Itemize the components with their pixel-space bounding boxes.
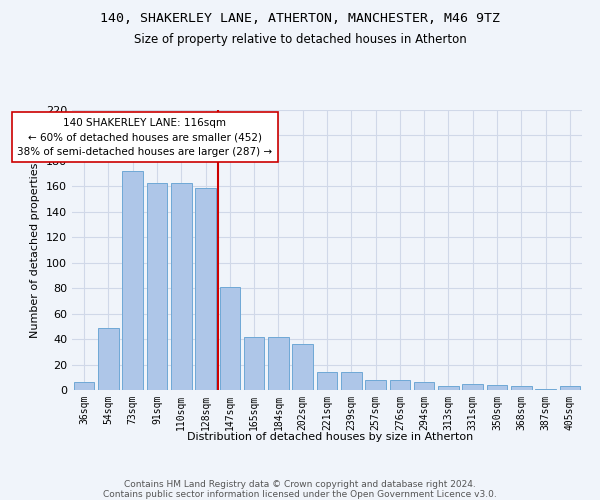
Bar (414, 382, 434, 390)
Bar (341, 372, 362, 390)
Bar (74, 382, 94, 390)
Bar (389, 380, 410, 390)
Bar (535, 388, 556, 390)
Bar (268, 336, 289, 390)
Bar (195, 188, 216, 390)
Bar (365, 380, 386, 390)
Bar (244, 336, 265, 390)
Bar (487, 385, 508, 390)
Text: Contains HM Land Registry data © Crown copyright and database right 2024.
Contai: Contains HM Land Registry data © Crown c… (103, 480, 497, 500)
Bar (317, 372, 337, 390)
Y-axis label: Number of detached properties: Number of detached properties (31, 162, 40, 338)
Bar (171, 182, 191, 390)
Bar (146, 182, 167, 390)
Text: Distribution of detached houses by size in Atherton: Distribution of detached houses by size … (187, 432, 473, 442)
Text: Size of property relative to detached houses in Atherton: Size of property relative to detached ho… (134, 32, 466, 46)
Bar (122, 171, 143, 390)
Bar (220, 287, 240, 390)
Text: 140, SHAKERLEY LANE, ATHERTON, MANCHESTER, M46 9TZ: 140, SHAKERLEY LANE, ATHERTON, MANCHESTE… (100, 12, 500, 26)
Text: 140 SHAKERLEY LANE: 116sqm
← 60% of detached houses are smaller (452)
38% of sem: 140 SHAKERLEY LANE: 116sqm ← 60% of deta… (17, 118, 272, 157)
Bar (292, 344, 313, 390)
Bar (98, 328, 119, 390)
Bar (463, 384, 483, 390)
Bar (560, 386, 580, 390)
Bar (438, 386, 459, 390)
Bar (511, 386, 532, 390)
